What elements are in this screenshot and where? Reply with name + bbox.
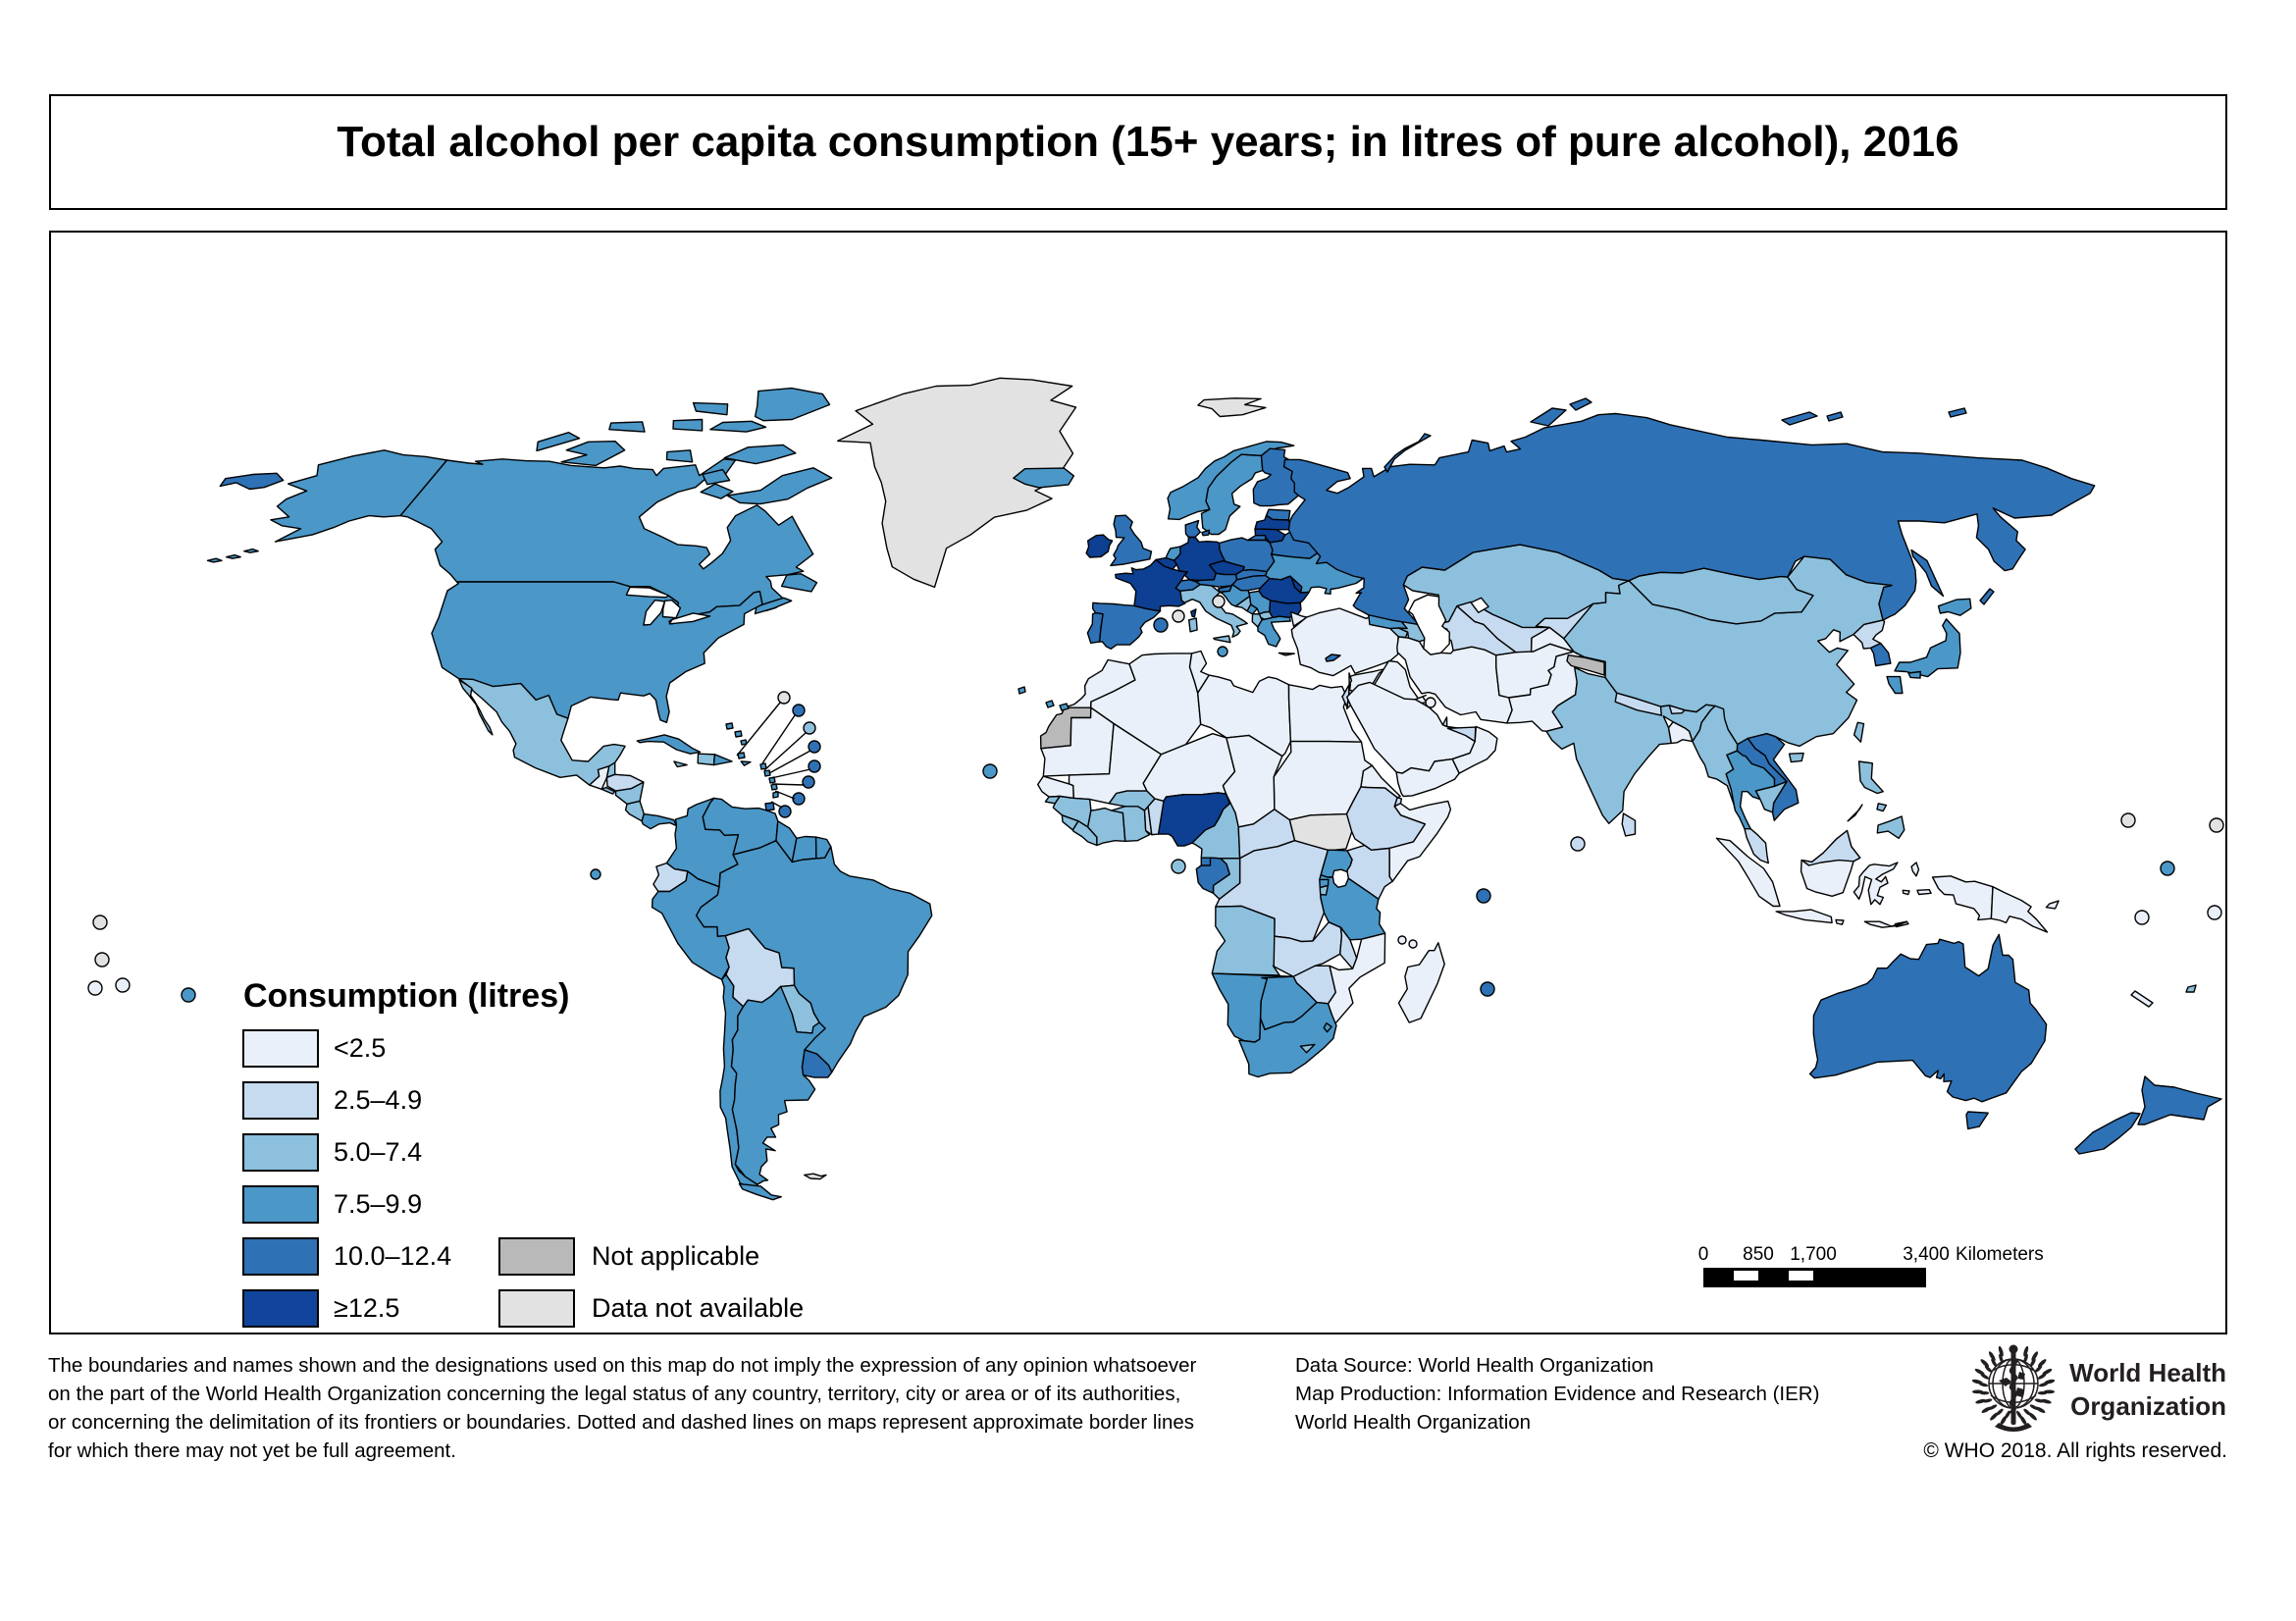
svg-text:Kilometers: Kilometers <box>1956 1244 2044 1265</box>
svg-text:0: 0 <box>1698 1244 1709 1265</box>
svg-text:World Health: World Health <box>2069 1358 2226 1387</box>
svg-text:Organization: Organization <box>2070 1391 2226 1421</box>
svg-text:1,700: 1,700 <box>1790 1244 1837 1265</box>
svg-text:850: 850 <box>1743 1244 1774 1265</box>
svg-text:3,400: 3,400 <box>1903 1244 1950 1265</box>
